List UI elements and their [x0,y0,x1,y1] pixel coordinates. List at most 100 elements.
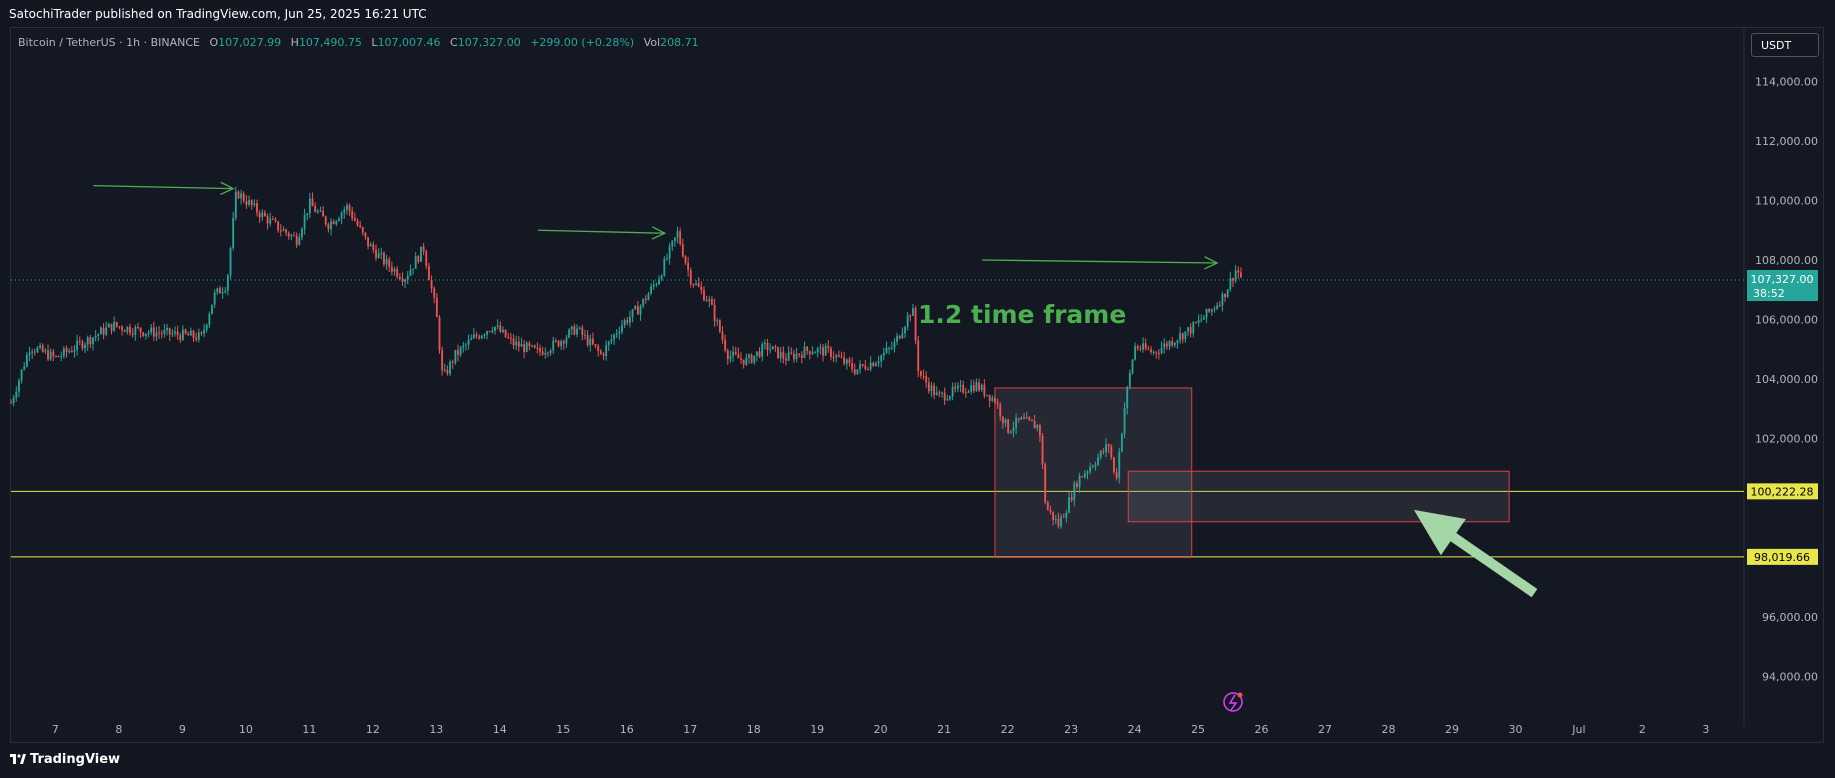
candle-body [835,355,838,358]
vol-label: Vol [643,36,661,49]
candle-body [1012,427,1015,432]
candle-body [44,350,47,352]
candle-body [258,212,261,218]
timeframe-annotation: 1.2 time frame [918,300,1126,329]
candle-body [541,351,544,355]
candle-body [864,365,867,369]
candle-body [1070,497,1073,501]
candle-body [496,325,499,327]
candle-body [211,304,213,315]
x-tick-label: 15 [556,723,570,736]
candle-body [335,220,338,224]
candle-body [777,346,779,359]
zone-box [994,387,1193,558]
candle-body [311,198,314,207]
candle-body [499,325,502,332]
candle-body [703,290,705,301]
x-tick-label: 17 [683,723,697,736]
candle-body [158,332,161,334]
candle-body [576,328,578,335]
candle-body [636,306,639,315]
last-price-tag [1747,270,1818,302]
candle-body [224,290,227,292]
candle-body [787,352,790,361]
candle-body [1152,351,1155,353]
candle-body [533,345,536,348]
candle-body [673,237,676,241]
big-target-arrow [1413,509,1538,598]
x-tick-label: 24 [1128,723,1142,736]
candle-body [695,283,697,285]
pointer-arrow-head [651,226,667,240]
candle-body [774,346,777,348]
candle-body [1208,308,1211,312]
candle-body [229,248,232,276]
candle-body [232,217,235,249]
candle-body [570,326,573,330]
candle-body [189,330,192,336]
candle-body [1128,372,1131,388]
candle-body [607,341,610,346]
tradingview-logo-icon [10,754,26,764]
candle-body [697,283,700,287]
candle-body [1102,450,1105,452]
chart-frame[interactable] [10,27,1824,743]
candle-body [327,224,330,230]
candle-body [126,326,129,332]
candle-body [443,369,446,371]
candle-body [1139,348,1142,350]
candle-body [89,337,92,345]
candle-body [176,331,179,336]
candle-body [1187,327,1189,332]
candle-body [65,348,68,352]
candle-body [78,340,81,342]
candle-body [367,237,369,247]
candle-body [779,352,782,359]
candle-body [388,259,391,267]
candle-body [721,331,724,340]
candle-body [422,246,425,252]
candle-body [927,382,930,392]
candle-body [531,345,533,347]
candle-body [644,298,647,301]
candle-body [803,346,806,358]
candle-body [1158,353,1160,355]
candle-body [1017,418,1020,420]
candle-body [925,375,928,383]
candle-body [975,382,978,391]
candle-body [755,351,758,356]
candle-body [568,329,571,338]
candle-body [996,402,999,405]
y-tick-label: 94,000.00 [1762,670,1818,683]
tradingview-brand[interactable]: TradingView [30,752,121,767]
candle-body [642,298,645,307]
candle-body [935,392,938,396]
symbol-name[interactable]: Bitcoin / TetherUS · 1h · BINANCE [18,36,200,49]
candle-body [1025,417,1028,419]
candle-body [888,347,891,349]
candle-body [293,235,295,237]
candle-body [882,352,885,356]
y-tick-label: 114,000.00 [1755,76,1818,89]
candle-body [912,308,914,317]
candle-body [92,337,94,345]
candle-body [1094,464,1097,467]
candle-body [451,361,454,363]
candle-body [874,363,877,367]
currency-button[interactable]: USDT [1751,33,1819,57]
candle-body [745,357,748,365]
candle-body [414,256,417,269]
candle-body [1086,471,1089,474]
candle-body [986,394,988,396]
y-tick-label: 106,000.00 [1755,313,1818,326]
candle-body [528,342,531,347]
candle-body [1181,333,1184,340]
x-tick-label: 18 [747,723,761,736]
candle-body [425,251,428,267]
candle-body [203,329,206,334]
candle-body [401,278,404,282]
candle-body [681,244,684,257]
candle-body [1107,444,1110,447]
candle-body [163,330,166,334]
